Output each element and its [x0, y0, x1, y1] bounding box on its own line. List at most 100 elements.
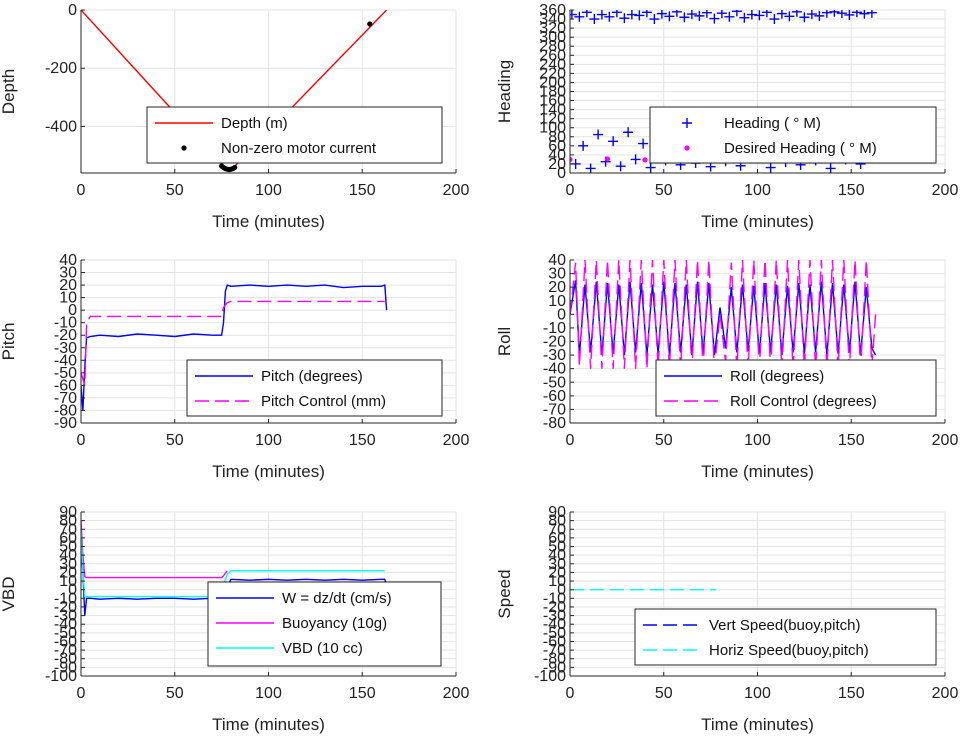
- y-tick-label: 80: [548, 513, 566, 530]
- x-tick-label: 200: [932, 685, 959, 702]
- y-tick-label: -20: [54, 599, 77, 616]
- data-point: [799, 12, 810, 23]
- chart-roll: 0 50 100 150 200-80-70-60-50-40-30-20-100102…: [495, 252, 958, 481]
- x-tick-label: 150: [349, 182, 376, 199]
- data-point: [671, 10, 682, 17]
- x-tick-label: 150: [838, 432, 865, 449]
- legend-label: Pitch Control (mm): [261, 393, 386, 410]
- y-tick-label: 360: [539, 2, 566, 19]
- legend-label: Depth (m): [221, 115, 288, 132]
- y-axis-label: Roll: [495, 327, 514, 356]
- data-point: [709, 13, 720, 24]
- data-point: [570, 10, 577, 20]
- legend-box: [634, 608, 937, 666]
- data-point: [769, 14, 780, 25]
- y-tick-label: 60: [548, 138, 566, 155]
- y-tick-label: -100: [534, 668, 566, 685]
- y-tick-label: -70: [543, 642, 566, 659]
- y-axis-label: Depth: [0, 69, 18, 114]
- legend-box: [186, 359, 443, 417]
- legend-label: Horiz Speed(buoy,pitch): [709, 642, 869, 659]
- y-tick-label: 20: [548, 564, 566, 581]
- y-tick-label: 300: [539, 29, 566, 46]
- x-tick-label: 200: [932, 182, 959, 199]
- y-tick-label: 320: [539, 20, 566, 37]
- x-axis-label: Time (minutes): [701, 715, 814, 734]
- legend-label: Roll (degrees): [730, 368, 824, 385]
- y-tick-label: -400: [45, 118, 77, 135]
- x-tick-label: 150: [838, 182, 865, 199]
- x-tick-label: 200: [443, 432, 470, 449]
- legend-heading: Heading ( ° M) Desired Heading ( ° M): [649, 106, 937, 164]
- y-tick-label: 50: [59, 539, 77, 556]
- data-point: [821, 10, 832, 18]
- data-point: [724, 11, 735, 22]
- data-point: [859, 10, 870, 19]
- y-tick-label: -10: [543, 320, 566, 337]
- chart-depth: 0 50 100 150 200 -400 -200 0 Time (minutes) Depth…: [0, 2, 469, 231]
- y-tick-label: -90: [54, 659, 77, 676]
- y-tick-label: -10: [54, 315, 77, 332]
- y-tick-label: 280: [539, 38, 566, 55]
- x-tick-label: 100: [255, 432, 282, 449]
- y-tick-label: -80: [54, 651, 77, 668]
- x-tick-label: 100: [255, 182, 282, 199]
- data-point: [825, 163, 836, 173]
- x-tick-label: 50: [655, 432, 673, 449]
- y-tick-label: 160: [539, 93, 566, 110]
- series-pitch-1: [81, 300, 385, 386]
- y-tick-label: -60: [54, 633, 77, 650]
- y-tick-label: -50: [54, 365, 77, 382]
- data-point: [604, 11, 615, 22]
- y-tick-label: 70: [59, 521, 77, 538]
- y-tick-label: 90: [59, 504, 77, 521]
- legend-label: Non-zero motor current: [221, 140, 377, 157]
- legend-pitch: Pitch (degrees) Pitch Control (mm): [186, 359, 443, 417]
- data-point: [765, 162, 776, 173]
- y-tick-label: -60: [543, 388, 566, 405]
- data-point: [367, 21, 373, 27]
- y-tick-label: -20: [543, 599, 566, 616]
- x-tick-label: 0: [566, 685, 575, 702]
- chart-speed: 0 50 100 150 200-100-90-80-70-60-50-40-30-20…: [495, 504, 958, 734]
- x-axis-label: Time (minutes): [212, 462, 325, 481]
- legend-marker: [181, 145, 187, 151]
- y-axis-label: Speed: [495, 569, 514, 618]
- x-tick-label: 0: [566, 432, 575, 449]
- data-point: [746, 10, 757, 20]
- x-tick-label: 200: [443, 182, 470, 199]
- x-axis-label: Time (minutes): [701, 212, 814, 231]
- legend-label: VBD (10 cc): [282, 640, 363, 657]
- y-tick-label: -40: [543, 361, 566, 378]
- y-tick-label: 30: [59, 265, 77, 282]
- legend-label: Buoyancy (10g): [282, 615, 387, 632]
- x-tick-label: 50: [655, 685, 673, 702]
- x-tick-label: 150: [838, 685, 865, 702]
- y-tick-label: 220: [539, 65, 566, 82]
- y-tick-label: 40: [548, 547, 566, 564]
- y-tick-label: 20: [59, 564, 77, 581]
- y-tick-label: -30: [543, 347, 566, 364]
- data-point: [232, 164, 238, 171]
- data-point: [604, 156, 611, 162]
- data-point: [791, 10, 802, 17]
- y-tick-label: -70: [54, 642, 77, 659]
- y-tick-label: 30: [548, 556, 566, 573]
- data-point: [739, 12, 750, 23]
- y-tick-label: -20: [54, 327, 77, 344]
- y-tick-label: 340: [539, 11, 566, 28]
- data-point: [589, 14, 600, 25]
- data-point: [686, 10, 697, 20]
- y-tick-label: -40: [543, 616, 566, 633]
- data-point: [866, 10, 877, 18]
- x-axis-label: Time (minutes): [701, 462, 814, 481]
- y-tick-label: 0: [557, 306, 566, 323]
- y-tick-label: -90: [543, 659, 566, 676]
- plot-area-pitch: [81, 284, 388, 411]
- series-pitch-0: [81, 284, 388, 411]
- y-tick-label: 10: [59, 290, 77, 307]
- data-point: [664, 11, 675, 22]
- y-tick-label: 20: [548, 156, 566, 173]
- y-tick-label: 100: [539, 120, 566, 137]
